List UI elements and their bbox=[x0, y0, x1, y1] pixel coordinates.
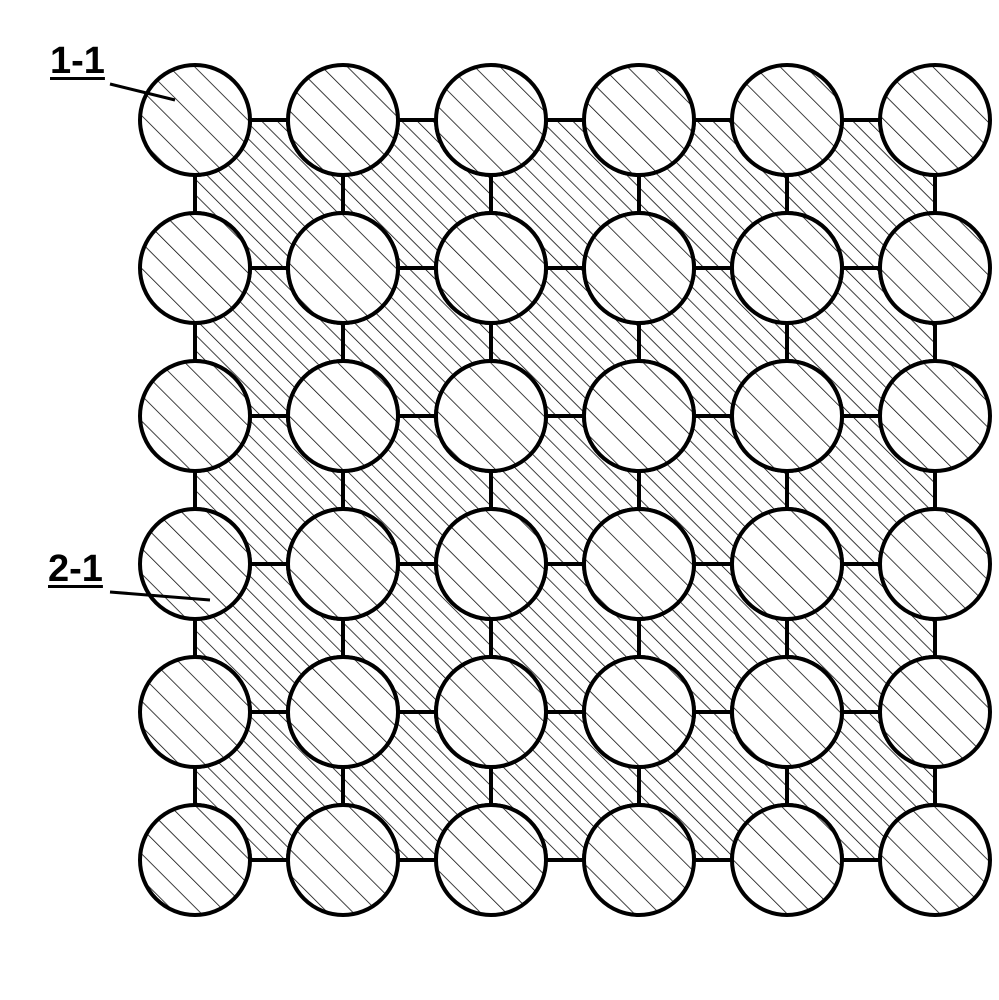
label-2-1: 2-1 bbox=[48, 548, 103, 591]
label-1-1-text: 1-1 bbox=[50, 40, 105, 82]
pattern-diagram bbox=[0, 0, 999, 1000]
diagram-container: 1-1 2-1 bbox=[0, 0, 999, 1000]
label-1-1: 1-1 bbox=[50, 40, 105, 83]
label-2-1-text: 2-1 bbox=[48, 548, 103, 590]
